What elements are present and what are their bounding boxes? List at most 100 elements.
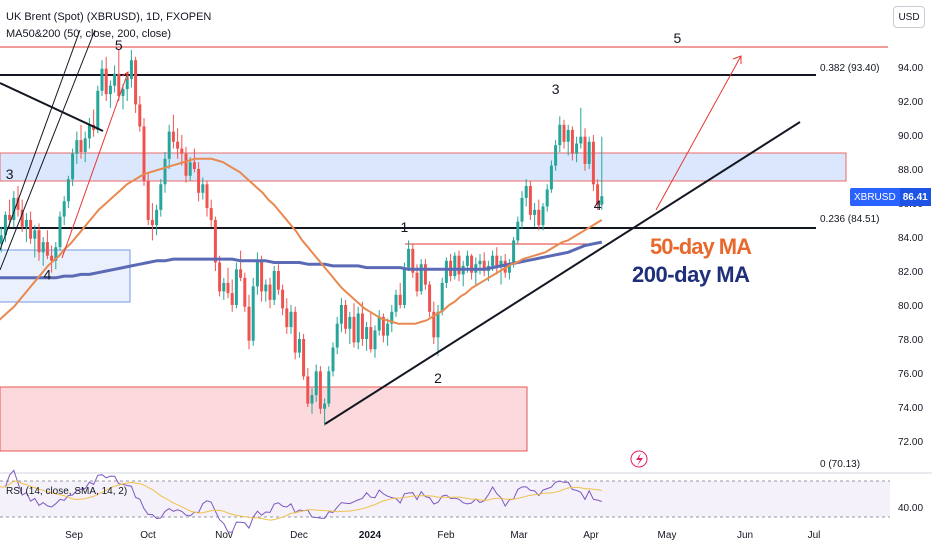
x-tick-label: 2024: [359, 530, 382, 541]
candle-body: [541, 206, 545, 226]
ma200-line: [0, 240, 603, 280]
candle-body: [146, 180, 150, 220]
candle-body: [50, 255, 54, 261]
channel-line-1: [0, 29, 81, 251]
candle-body: [108, 85, 112, 95]
candle-body: [297, 339, 301, 353]
candle-body: [591, 141, 595, 185]
currency-button[interactable]: USD: [893, 6, 925, 28]
candle-body: [16, 197, 20, 210]
wave-label: 3: [552, 81, 560, 97]
wave-label: 4: [44, 267, 52, 283]
candle-body: [302, 339, 306, 377]
y-tick-label: 94.00: [898, 63, 923, 74]
candle-body: [79, 140, 83, 152]
candle-body: [558, 124, 562, 146]
x-tick-label: Mar: [510, 530, 528, 541]
candle-body: [314, 371, 318, 396]
wave-label: 2: [434, 370, 442, 386]
candle-body: [436, 311, 440, 338]
wave-label: 4: [594, 197, 602, 213]
candle-body: [365, 327, 369, 339]
candle-body: [255, 260, 259, 287]
candle-body: [533, 209, 537, 215]
candle-body: [331, 347, 335, 372]
candle-body: [453, 255, 457, 277]
candle-body: [180, 148, 184, 154]
candle-body: [129, 60, 133, 79]
ma50-annotation: 50-day MA: [650, 234, 752, 259]
ma200-annotation: 200-day MA: [632, 262, 750, 287]
candle-body: [335, 323, 339, 348]
candle-body: [20, 209, 24, 227]
candle-body: [360, 313, 364, 339]
candle-body: [272, 271, 276, 300]
candle-body: [583, 136, 587, 164]
candle-body: [45, 242, 49, 256]
x-tick-label: Jun: [737, 530, 753, 541]
candle-body: [327, 371, 331, 404]
candle-body: [444, 260, 448, 283]
candle-body: [537, 209, 541, 226]
candle-body: [411, 248, 415, 273]
candle-body: [587, 141, 591, 164]
wave-label: 1: [401, 219, 409, 235]
x-tick-label: Jul: [808, 530, 821, 541]
candle-body: [138, 104, 142, 127]
candle-body: [96, 90, 100, 130]
candle-body: [213, 220, 217, 263]
projection-arrowhead-early: [121, 71, 129, 80]
candle-body: [87, 124, 91, 139]
candle-body: [352, 316, 356, 343]
candle-body: [394, 294, 398, 312]
candle-body: [163, 158, 167, 185]
candle-body: [415, 272, 419, 292]
candle-body: [62, 201, 66, 217]
y-tick-label: 72.00: [898, 437, 923, 448]
candle-body: [423, 264, 427, 285]
candle-body: [373, 330, 377, 350]
fib-label: 0.382 (93.40): [820, 63, 880, 74]
candle-body: [390, 311, 394, 324]
candle-body: [478, 260, 482, 265]
x-tick-label: Feb: [437, 530, 455, 541]
candle-body: [339, 305, 343, 324]
price-tag-value: 86.41: [899, 188, 931, 206]
candle-body: [218, 262, 222, 292]
candle-body: [512, 240, 516, 265]
candle-body: [54, 247, 58, 261]
candle-body: [209, 208, 213, 220]
channel-line-2: [0, 29, 96, 271]
chart-title: UK Brent (Spot) (XBRUSD), 1D, FXOPEN: [6, 11, 212, 23]
candle-body: [150, 220, 154, 226]
candle-body: [470, 255, 474, 273]
candle-body: [83, 138, 87, 152]
y-tick-label: 84.00: [898, 233, 923, 244]
candle-body: [516, 221, 520, 241]
candle-body: [419, 264, 423, 292]
x-tick-label: Nov: [215, 530, 233, 541]
candle-body: [369, 327, 373, 350]
candle-body: [8, 214, 12, 220]
candle-body: [344, 305, 348, 329]
candle-body: [29, 220, 33, 239]
wave-label: 3: [6, 166, 14, 182]
candle-body: [75, 140, 79, 154]
candle-body: [398, 294, 402, 305]
x-tick-label: Oct: [140, 530, 156, 541]
wave-label: 5: [674, 30, 682, 46]
demand-zone: [0, 386, 528, 452]
candle-body: [549, 165, 553, 190]
x-tick-label: Apr: [583, 530, 599, 541]
candle-body: [134, 60, 138, 105]
candle-body: [104, 68, 108, 95]
candle-body: [528, 186, 532, 215]
candle-body: [171, 131, 175, 142]
candle-body: [125, 78, 129, 90]
candle-body: [524, 186, 528, 198]
candle-body: [545, 189, 549, 207]
candle-body: [499, 260, 503, 268]
x-tick-label: Sep: [65, 530, 83, 541]
candle-body: [260, 260, 264, 292]
